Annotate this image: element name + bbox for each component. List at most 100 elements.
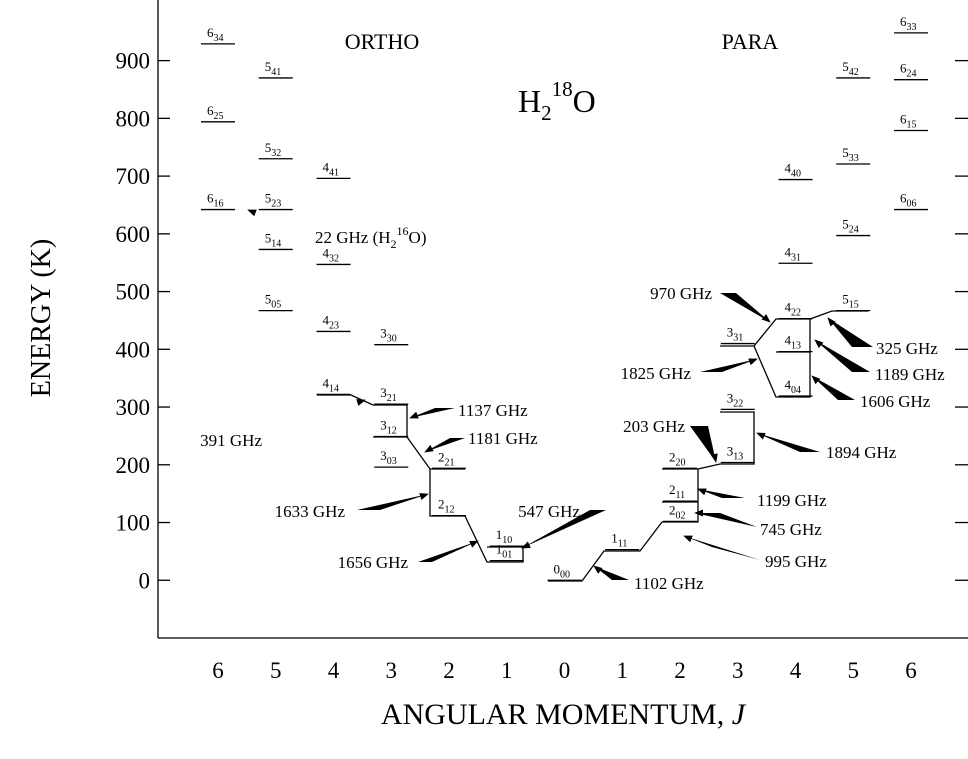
level-sub: 11 — [618, 539, 628, 550]
x-axis-title: ANGULAR MOMENTUM, J — [381, 698, 747, 731]
x-tick-label: 2 — [674, 658, 686, 683]
level-sub: 24 — [849, 225, 859, 236]
transition-arrow — [424, 438, 465, 453]
transition-text: 1894 GHz — [826, 443, 897, 462]
level-sub: 24 — [907, 69, 917, 80]
level-j: 1 — [496, 527, 503, 542]
level-sub: 31 — [733, 333, 743, 344]
level-j: 4 — [323, 312, 330, 327]
x-tick-label: 1 — [501, 658, 513, 683]
level-j: 5 — [842, 217, 849, 232]
level-sub: 03 — [387, 456, 397, 467]
level-j: 3 — [727, 390, 734, 405]
title-sub: 2 — [541, 101, 552, 125]
section-para: PARA — [722, 29, 779, 54]
y-tick-label: 600 — [116, 222, 151, 247]
level-label: 423 — [323, 312, 340, 331]
level-j: 1 — [611, 531, 618, 546]
level-sub: 33 — [849, 153, 859, 164]
transition-text: 1181 GHz — [468, 429, 538, 448]
level-sub: 13 — [733, 451, 743, 462]
transition-text: 325 GHz — [876, 339, 938, 358]
level-sub: 15 — [907, 119, 917, 130]
transition-text: 1189 GHz — [875, 365, 945, 384]
transition-arrow — [720, 293, 771, 323]
transition-text: O) — [409, 228, 427, 247]
level-j: 5 — [842, 145, 849, 160]
transition-text: 1825 GHz — [621, 364, 692, 383]
level-sub: 32 — [271, 148, 281, 159]
transition-text: 995 GHz — [765, 552, 827, 571]
level-label: 541 — [265, 59, 282, 78]
level-label: 625 — [207, 103, 224, 122]
y-tick-label: 400 — [116, 337, 151, 362]
transition-arrow — [756, 432, 820, 452]
level-label: 331 — [727, 325, 744, 344]
level-label: 542 — [842, 59, 859, 78]
x-tick-label: 4 — [790, 658, 802, 683]
level-j: 3 — [380, 417, 387, 432]
transition-arrow — [409, 408, 455, 419]
level-j: 4 — [785, 300, 792, 315]
level-label: 432 — [323, 245, 340, 264]
level-j: 2 — [669, 502, 676, 517]
level-sub: 11 — [676, 490, 686, 501]
diagram-title: H218O — [518, 77, 596, 125]
level-label: 505 — [265, 292, 282, 311]
level-j: 4 — [785, 244, 792, 259]
transition-label: 325 GHz — [876, 339, 938, 358]
x-tick-label: 5 — [270, 658, 282, 683]
level-label: 413 — [785, 333, 802, 352]
level-j: 6 — [900, 111, 907, 126]
level-j: 1 — [496, 542, 503, 557]
level-label: 101 — [496, 542, 513, 561]
level-sub: 20 — [676, 457, 686, 468]
level-j: 0 — [554, 561, 561, 576]
transition-text: 1656 GHz — [338, 553, 409, 572]
level-j: 5 — [265, 140, 272, 155]
y-tick-label: 900 — [116, 49, 151, 74]
level-sub: 30 — [387, 334, 397, 345]
level-j: 5 — [265, 230, 272, 245]
level-sub: 12 — [445, 505, 455, 516]
x-tick-label: 3 — [732, 658, 744, 683]
transition-arrow — [827, 317, 873, 347]
transition-arrow — [245, 399, 366, 438]
level-label: 322 — [727, 390, 744, 409]
level-sub: 02 — [676, 510, 686, 521]
level-j: 5 — [265, 191, 272, 206]
level-j: 3 — [727, 443, 734, 458]
level-sub: 15 — [849, 300, 859, 311]
level-label: 414 — [323, 375, 340, 394]
x-tick-label: 6 — [905, 658, 917, 683]
level-label: 515 — [842, 292, 859, 311]
title-part: O — [573, 83, 596, 119]
level-label: 634 — [207, 25, 224, 44]
transition-arrow — [700, 358, 758, 372]
transition-label: 1606 GHz — [860, 392, 931, 411]
level-sub: 41 — [329, 167, 339, 178]
level-label: 441 — [323, 159, 340, 178]
level-j: 4 — [323, 159, 330, 174]
transition-label: 1894 GHz — [826, 443, 897, 462]
transition-text: 22 GHz (H — [315, 228, 391, 247]
level-j: 2 — [438, 497, 445, 512]
level-sub: 10 — [502, 535, 512, 546]
level-j: 3 — [727, 325, 734, 340]
level-sub: 22 — [791, 308, 801, 319]
level-label: 404 — [785, 377, 802, 396]
level-label: 000 — [554, 561, 571, 580]
transition-arrow — [418, 540, 479, 562]
level-label: 313 — [727, 443, 744, 462]
transition-sup: 16 — [397, 224, 409, 238]
transition-label: 1633 GHz — [275, 502, 346, 521]
level-j: 2 — [669, 449, 676, 464]
transition-arrow — [811, 375, 855, 400]
transition-label: 22 GHz (H216O) — [315, 224, 427, 251]
transition-arrow — [690, 426, 718, 463]
level-j: 4 — [785, 333, 792, 348]
x-tick-label: 2 — [443, 658, 455, 683]
level-j: 6 — [207, 103, 214, 118]
y-tick-label: 800 — [116, 106, 151, 131]
